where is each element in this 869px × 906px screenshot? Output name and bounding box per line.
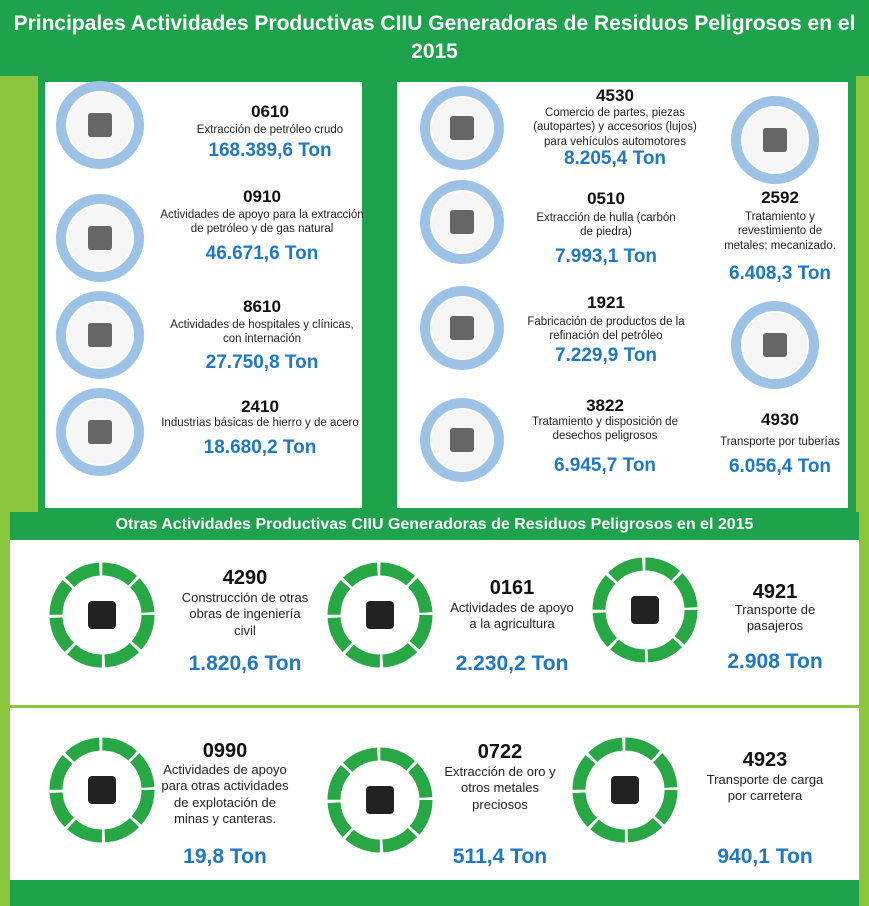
icon: [450, 116, 474, 140]
activity-code: 3822: [586, 396, 624, 416]
activity-value: 7.993,1 Ton: [555, 246, 657, 268]
activity-code: 2410: [241, 397, 279, 417]
activity-code: 0161: [490, 577, 535, 600]
activity-value: 18.680,2 Ton: [204, 437, 317, 459]
activity-description: Extracción de oro y otros metales precio…: [435, 764, 565, 813]
activity-value: 7.229,9 Ton: [555, 345, 657, 367]
icon: [631, 596, 659, 624]
activity-description: Transporte de carga por carretera: [700, 772, 830, 805]
activity-code: 0510: [587, 189, 625, 209]
icon: [611, 776, 639, 804]
icon: [450, 210, 474, 234]
activity-description: Construcción de otras obras de ingenierí…: [180, 590, 310, 639]
activity-description: Transporte de pasajeros: [720, 602, 830, 635]
activity-code: 4921: [753, 581, 798, 604]
activity-description: Fabricación de productos de la refinació…: [521, 315, 691, 344]
activity-description: Actividades de apoyo para la extracción …: [155, 208, 370, 237]
activity-code: 0722: [478, 741, 523, 764]
activity-description: Actividades de hospitales y clínicas, co…: [162, 318, 362, 347]
activity-description: Tratamiento y revestimiento de metales; …: [720, 210, 840, 253]
activity-value: 8.205,4 Ton: [564, 148, 666, 170]
infographic: Principales Actividades Productivas CIIU…: [0, 0, 869, 906]
activity-code: 4923: [743, 749, 788, 772]
activity-code: 4530: [596, 86, 634, 106]
icon: [88, 113, 112, 137]
icon: [88, 601, 116, 629]
activity-value: 6.056,4 Ton: [729, 456, 831, 478]
icon: [450, 428, 474, 452]
activity-description: Industrias básicas de hierro y de acero: [155, 416, 365, 430]
activity-value: 940,1 Ton: [717, 845, 812, 869]
icon: [763, 333, 787, 357]
icon: [88, 323, 112, 347]
icon: [88, 420, 112, 444]
activity-value: 6.945,7 Ton: [554, 455, 656, 477]
activity-value: 27.750,8 Ton: [206, 352, 319, 374]
activity-value: 2.230,2 Ton: [456, 652, 569, 676]
activity-description: Actividades de apoyo a la agricultura: [447, 600, 577, 633]
activity-value: 168.389,6 Ton: [208, 140, 331, 162]
activity-value: 19,8 Ton: [183, 845, 267, 869]
activity-description: Tratamiento y disposición de desechos pe…: [530, 415, 680, 444]
activity-code: 0910: [243, 187, 281, 207]
icon: [366, 786, 394, 814]
activity-code: 1921: [587, 293, 625, 313]
activity-description: Actividades de apoyo para otras activida…: [160, 762, 290, 827]
icon: [366, 601, 394, 629]
activity-description: Extracción de petróleo crudo: [165, 123, 375, 137]
activity-value: 6.408,3 Ton: [729, 263, 831, 285]
activity-code: 4290: [223, 567, 268, 590]
activity-value: 1.820,6 Ton: [189, 652, 302, 676]
activity-description: Extracción de hulla (carbón de piedra): [531, 211, 681, 240]
icon: [88, 776, 116, 804]
activity-description: Transporte por tuberías: [715, 435, 845, 449]
activity-code: 8610: [243, 297, 281, 317]
icon: [450, 316, 474, 340]
activity-code: 2592: [761, 188, 799, 208]
activity-description: Comercio de partes, piezas (autopartes) …: [525, 106, 705, 149]
activity-code: 0990: [203, 740, 248, 763]
icon: [88, 226, 112, 250]
activity-value: 46.671,6 Ton: [206, 243, 319, 265]
activity-code: 4930: [761, 410, 799, 430]
activity-value: 2.908 Ton: [727, 650, 822, 674]
activity-value: 511,4 Ton: [453, 845, 547, 869]
icon: [763, 128, 787, 152]
activity-code: 0610: [251, 102, 289, 122]
